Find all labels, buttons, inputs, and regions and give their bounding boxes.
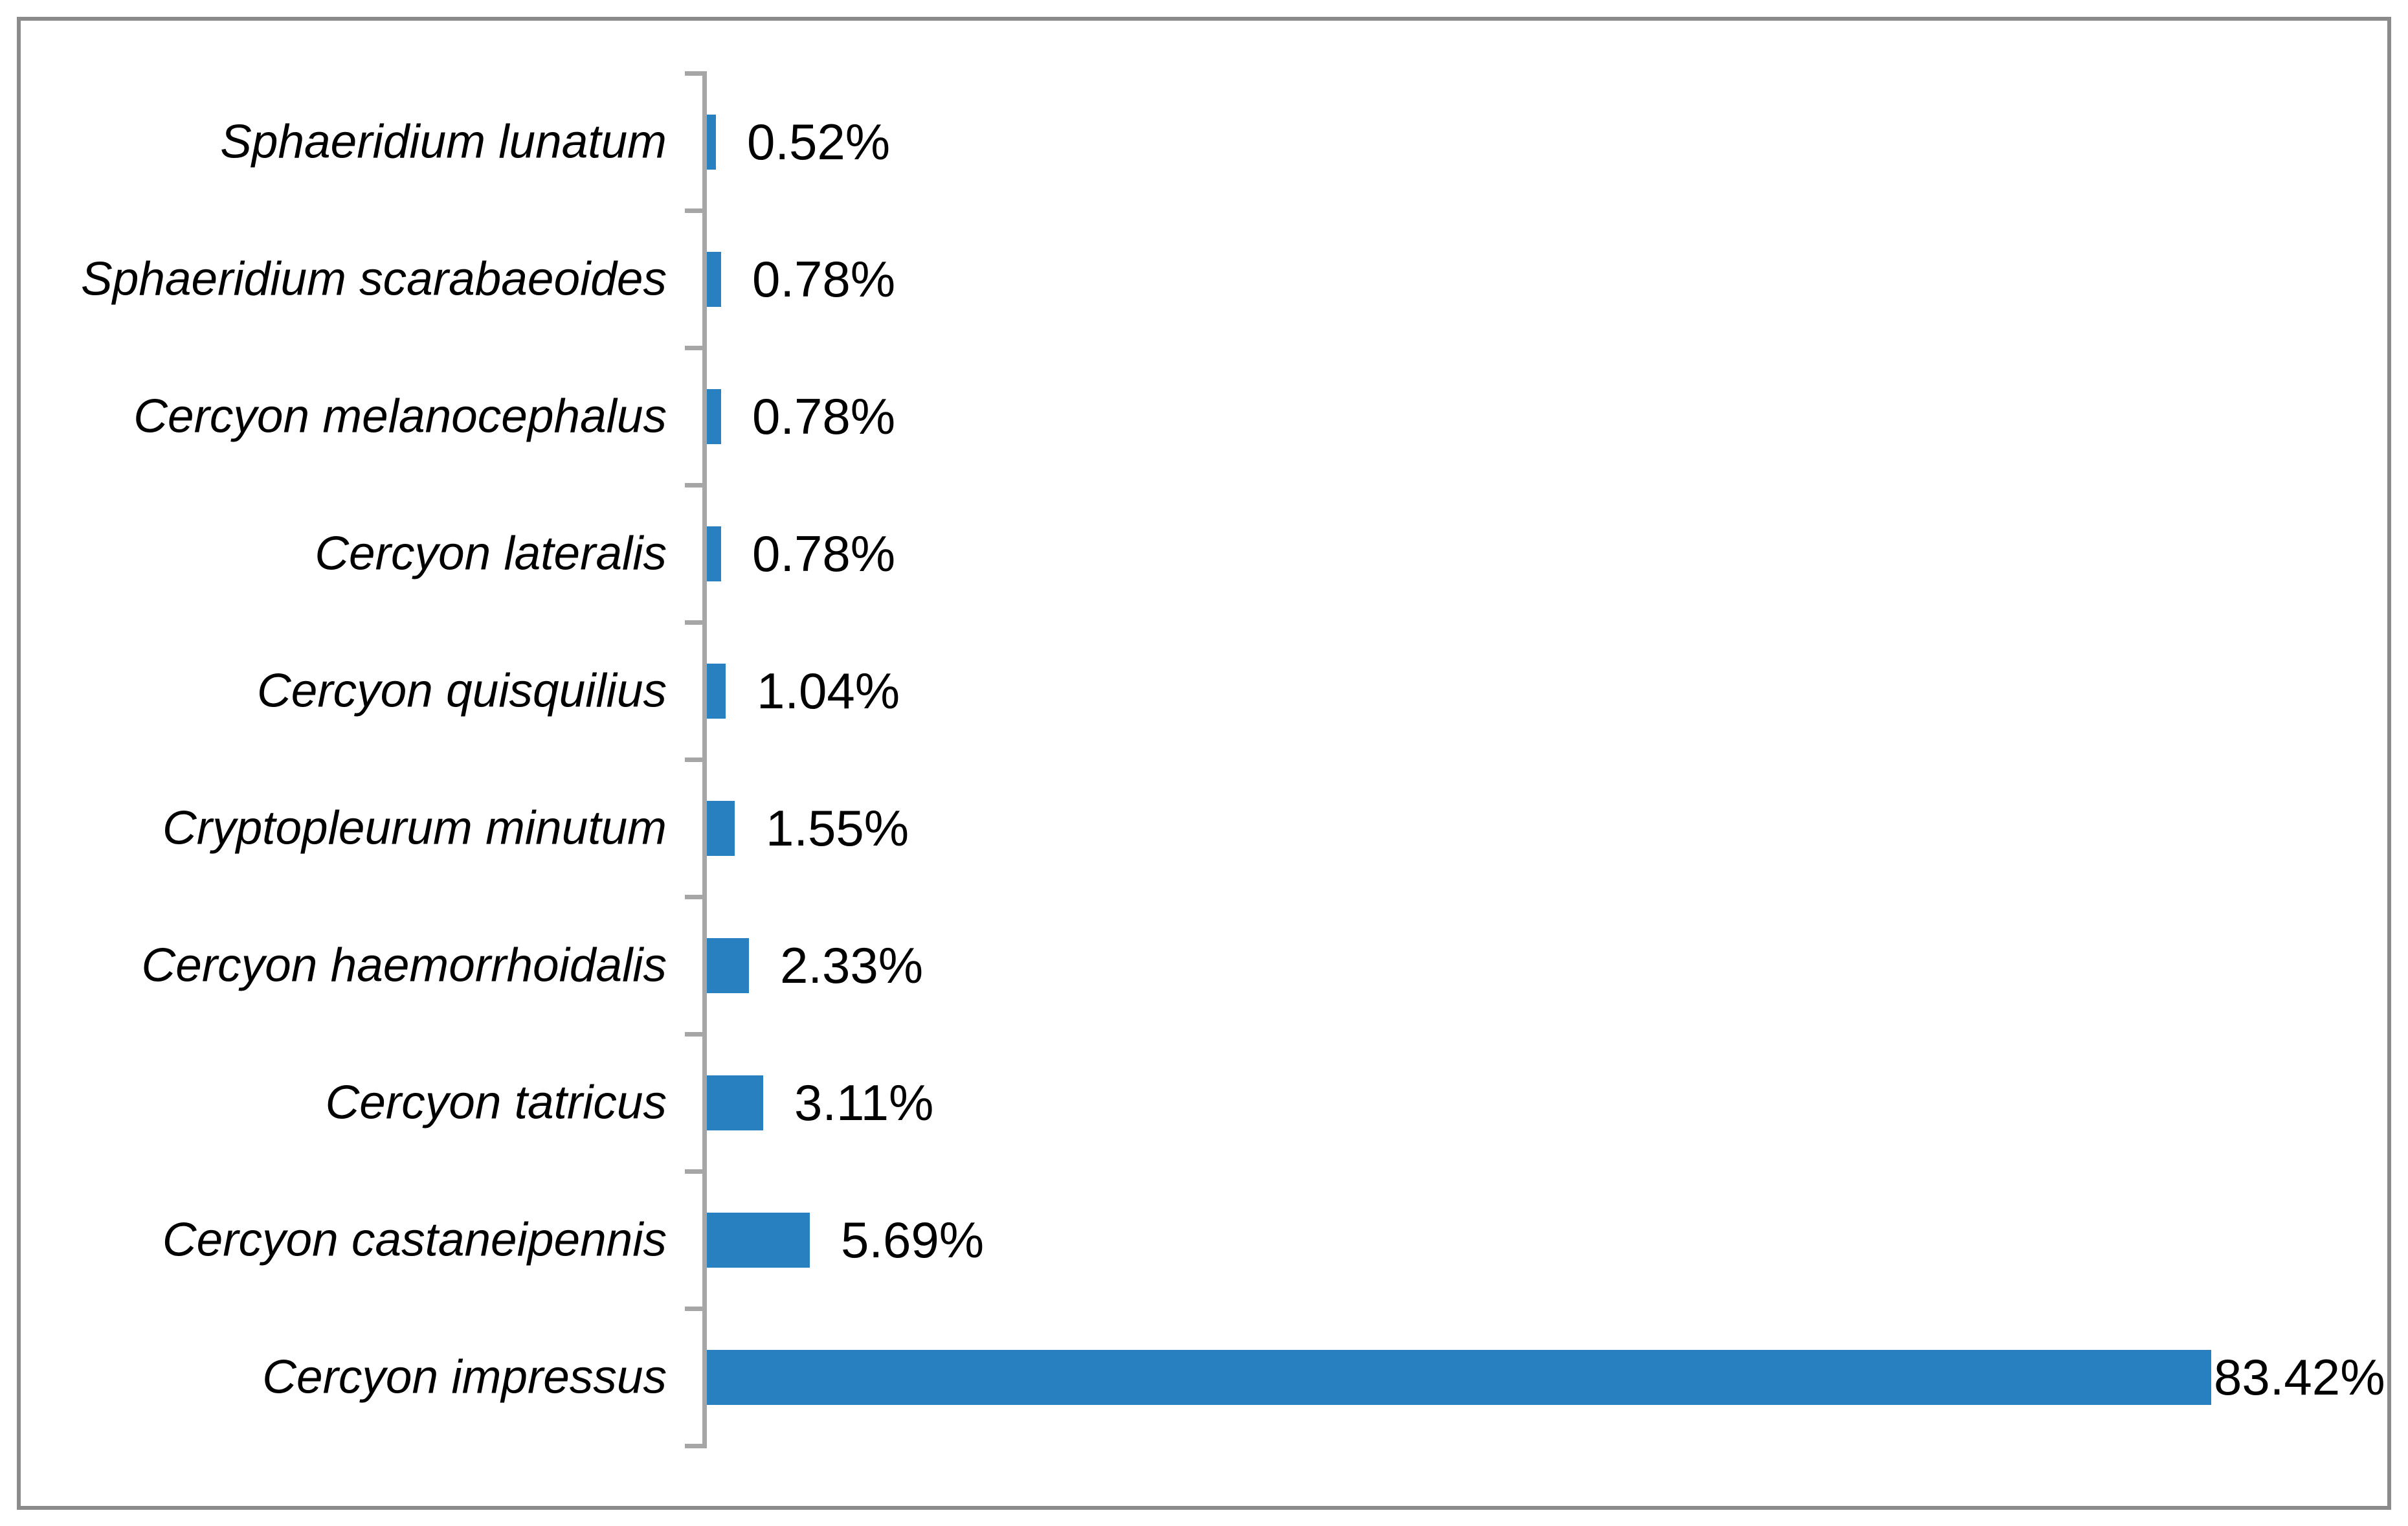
value-label: 5.69%: [841, 1211, 985, 1268]
bar: [707, 1075, 763, 1130]
axis-tick: [685, 895, 702, 899]
bar: [707, 389, 721, 444]
value-label: 83.42%: [2214, 1349, 2385, 1406]
category-label: Cercyon haemorrhoidalis: [141, 939, 667, 992]
axis-tick: [685, 1307, 702, 1311]
bar: [707, 1350, 2211, 1405]
axis-tick: [685, 346, 702, 350]
value-label: 1.55%: [766, 800, 909, 857]
value-label: 0.78%: [752, 525, 896, 582]
chart-frame: [17, 17, 2391, 1510]
bar: [707, 252, 721, 307]
axis-tick: [685, 71, 702, 76]
category-label: Cercyon tatricus: [325, 1076, 667, 1129]
bar: [707, 938, 749, 993]
category-label: Cercyon lateralis: [315, 527, 667, 580]
axis-tick: [685, 483, 702, 488]
bar: [707, 664, 726, 719]
value-label: 2.33%: [780, 937, 924, 994]
category-label: Cercyon impressus: [262, 1351, 667, 1404]
category-label: Sphaeridium scarabaeoides: [81, 252, 667, 306]
category-label: Cryptopleurum minutum: [162, 802, 667, 855]
bar: [707, 801, 735, 856]
axis-tick: [685, 208, 702, 213]
category-label: Sphaeridium lunatum: [220, 115, 667, 168]
value-label: 0.78%: [752, 251, 896, 308]
bar: [707, 1213, 810, 1268]
category-label: Cercyon castaneipennis: [162, 1213, 667, 1266]
axis-tick: [685, 757, 702, 762]
axis-tick: [685, 1169, 702, 1174]
category-label: Cercyon melanocephalus: [133, 390, 667, 443]
bar: [707, 115, 716, 170]
category-axis-line: [702, 71, 707, 1448]
value-label: 0.78%: [752, 388, 896, 445]
value-label: 3.11%: [794, 1074, 934, 1131]
category-label: Cercyon quisquilius: [257, 664, 667, 717]
bar: [707, 526, 721, 581]
axis-tick: [685, 1444, 702, 1448]
value-label: 1.04%: [757, 662, 900, 719]
axis-tick: [685, 1032, 702, 1037]
axis-tick: [685, 620, 702, 625]
value-label: 0.52%: [747, 113, 891, 170]
